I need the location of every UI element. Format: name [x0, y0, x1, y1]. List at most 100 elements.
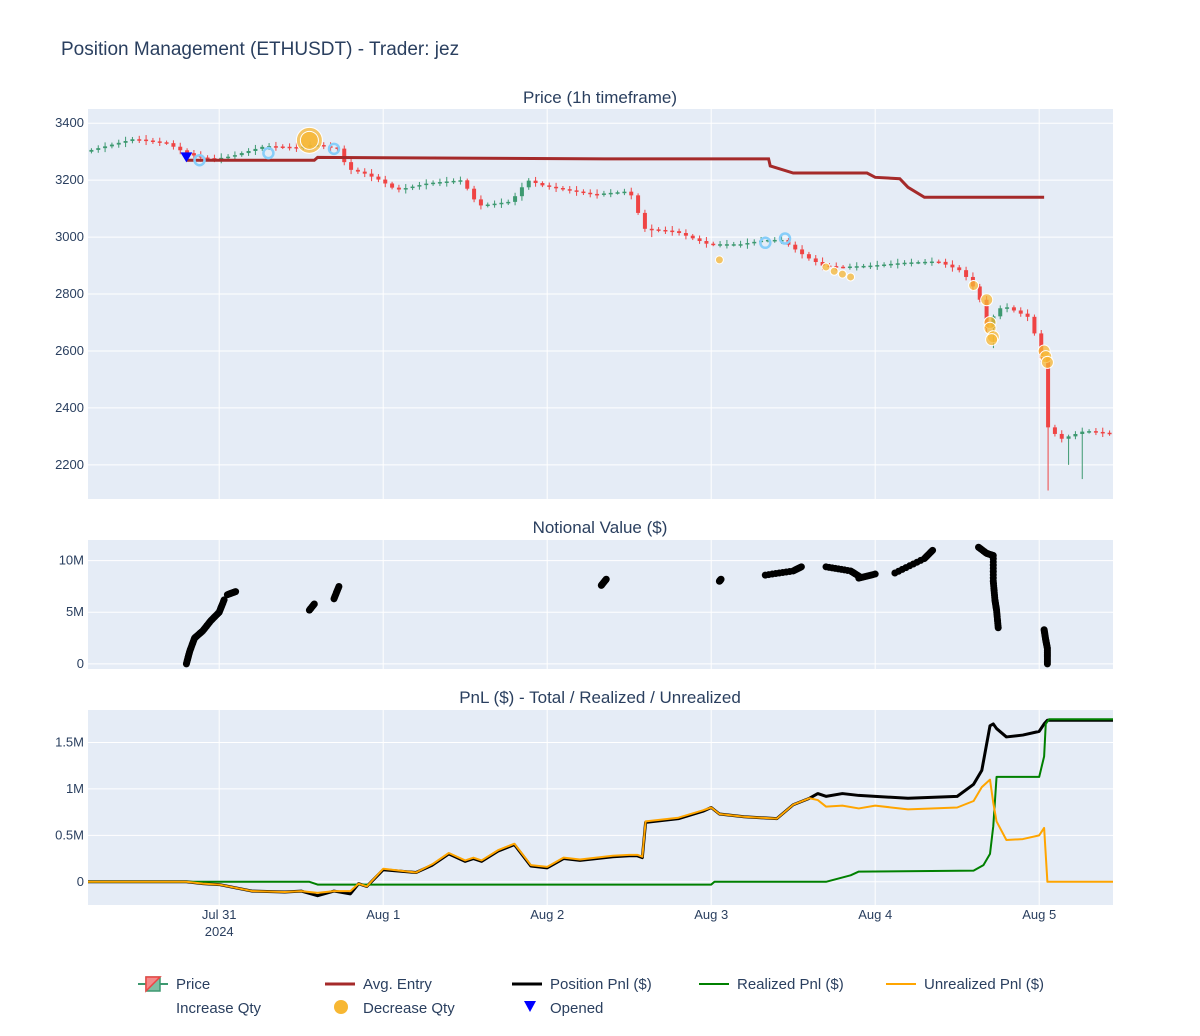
candle-body: [800, 249, 805, 255]
pnl-panel: 0 0.5M 1M 1.5M Jul 31 2024 Aug 1 Aug 2 Aug 3 Aug…: [55, 688, 1113, 939]
candle-body: [772, 239, 777, 242]
candle-body: [390, 183, 395, 188]
candle-body: [362, 171, 367, 174]
candle-body: [875, 265, 880, 267]
notional-point: [602, 575, 610, 583]
candle-body: [205, 157, 210, 160]
candle-body: [431, 182, 436, 185]
notional-point: [717, 575, 725, 583]
candle-body: [191, 153, 196, 156]
legend-item-decrease-qty[interactable]: Decrease Qty: [334, 1000, 455, 1017]
candle-body: [437, 182, 442, 184]
candle-body: [355, 169, 360, 172]
opened-point: [180, 152, 193, 163]
decrease-qty-point: [714, 255, 724, 265]
candle-body: [834, 266, 839, 268]
candle-body: [246, 150, 251, 154]
price-grid: [88, 109, 1113, 499]
candle-body: [581, 191, 586, 194]
notional-grid: [88, 540, 1113, 669]
x-tick-label: Aug 4: [858, 907, 892, 922]
notional-point: [1043, 660, 1051, 668]
legend-item-price[interactable]: Price: [138, 976, 210, 993]
candle-body: [977, 286, 982, 300]
candle-body: [943, 261, 948, 265]
legend-item-realized-pnl[interactable]: Realized Pnl ($): [699, 976, 844, 993]
candle-body: [232, 155, 237, 157]
candle-body: [765, 239, 770, 242]
legend-item-opened[interactable]: Opened: [524, 1000, 603, 1017]
legend-label-decrease-qty: Decrease Qty: [363, 1000, 455, 1017]
notional-point: [994, 624, 1002, 632]
price-panel: 2200 2400 2600 2800 3000 3200 3400 Price (1h t…: [55, 88, 1113, 499]
candle-body: [403, 188, 408, 190]
candle-body: [1107, 432, 1112, 435]
candle-body: [677, 231, 682, 234]
candle-body: [396, 187, 401, 190]
x-tick-sublabel: 2024: [205, 924, 234, 939]
candle-body: [410, 186, 415, 189]
candle-body: [690, 235, 695, 239]
candle-body: [882, 264, 887, 267]
candle-body: [608, 192, 613, 195]
candle-body: [185, 150, 190, 154]
candle-body: [485, 204, 490, 207]
y-tick-label: 3000: [55, 229, 84, 244]
decrease-qty-point: [968, 279, 980, 291]
candle-body: [294, 147, 299, 149]
legend-item-avg-entry[interactable]: Avg. Entry: [325, 976, 432, 993]
candle-body: [615, 192, 620, 194]
candle-body: [109, 144, 114, 147]
price-y-axis: 2200 2400 2600 2800 3000 3200 3400: [55, 115, 84, 472]
figure-title: Position Management (ETHUSDT) - Trader: …: [61, 39, 459, 60]
notional-point: [871, 570, 879, 578]
y-tick-label: 0: [77, 874, 84, 889]
notional-plot-area[interactable]: [88, 540, 1113, 669]
legend-label-realized-pnl: Realized Pnl ($): [737, 976, 844, 993]
price-plot-area[interactable]: [88, 109, 1113, 499]
candle-body: [1032, 316, 1037, 334]
candle-body: [513, 196, 518, 202]
y-tick-label: 0.5M: [55, 827, 84, 842]
candle-body: [847, 266, 852, 269]
candle-body: [642, 212, 647, 229]
legend-item-position-pnl[interactable]: Position Pnl ($): [512, 976, 652, 993]
legend-item-increase-qty[interactable]: Increase Qty: [176, 1000, 262, 1017]
candle-body: [260, 146, 265, 149]
candle-body: [424, 183, 429, 186]
candle-body: [164, 142, 169, 144]
pnl-lines: [88, 718, 1113, 898]
pnl-chart-title: PnL ($) - Total / Realized / Unrealized: [459, 688, 741, 707]
candle-body: [957, 267, 962, 271]
candle-body: [1005, 307, 1010, 309]
candle-body: [519, 187, 524, 197]
candle-body: [540, 183, 545, 186]
candle-body: [472, 188, 477, 200]
candle-body: [1046, 358, 1051, 428]
legend-label-unrealized-pnl: Unrealized Pnl ($): [924, 976, 1044, 993]
legend-item-unrealized-pnl[interactable]: Unrealized Pnl ($): [886, 976, 1044, 993]
candle-body: [820, 262, 825, 266]
candle-body: [171, 143, 176, 147]
notional-points: [182, 543, 1051, 668]
candle-body: [226, 156, 231, 159]
candle-body: [137, 139, 142, 141]
candle-body: [280, 146, 285, 148]
candle-body: [547, 185, 552, 187]
candle-body: [1087, 431, 1092, 433]
notional-point: [232, 588, 240, 596]
candle-body: [116, 142, 121, 145]
candle-body: [888, 263, 893, 266]
x-tick-label: Aug 5: [1022, 907, 1056, 922]
decrease-qty-point: [829, 266, 839, 276]
candle-body: [444, 181, 449, 183]
candle-body: [813, 258, 818, 263]
y-tick-label: 2400: [55, 400, 84, 415]
notional-point: [797, 563, 805, 571]
candle-body: [533, 180, 538, 184]
candle-body: [854, 266, 859, 268]
candle-body: [506, 201, 511, 204]
candle-body: [711, 243, 716, 246]
candle-body: [560, 187, 565, 190]
